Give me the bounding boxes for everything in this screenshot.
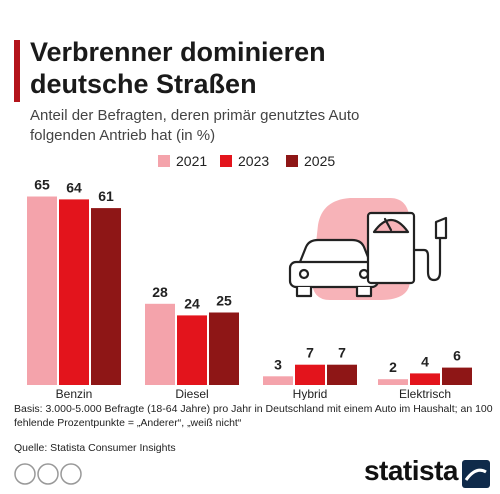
value-label: 4 — [421, 353, 429, 369]
value-label: 24 — [184, 295, 200, 311]
bar — [177, 315, 207, 385]
legend-label: 2023 — [238, 153, 269, 169]
bar — [91, 208, 121, 385]
illustration — [288, 198, 448, 300]
legend-label: 2021 — [176, 153, 207, 169]
bar — [27, 196, 57, 385]
legend-label: 2025 — [304, 153, 335, 169]
title-accent — [14, 40, 20, 102]
legend-swatch — [158, 155, 170, 167]
chart: 2021 2023 2025 65 28 3 2 64 24 7 4 61 25 7 6 Benzin Dies… — [27, 153, 472, 400]
x-tick-label: Diesel — [175, 387, 208, 400]
bar — [295, 364, 325, 385]
x-tick-label: Benzin — [56, 387, 93, 400]
chart-subtitle: Anteil der Befragten, deren primär genut… — [30, 107, 360, 144]
value-label: 28 — [152, 284, 168, 300]
legend-swatch — [286, 155, 298, 167]
bar — [327, 364, 357, 385]
value-label: 25 — [216, 293, 232, 309]
license-icons — [14, 463, 82, 485]
logo: statista — [363, 455, 459, 486]
value-label: 7 — [306, 345, 314, 361]
footnote: Basis: 3.000-5.000 Befragte (18-64 Jahre… — [14, 403, 493, 429]
bar — [145, 303, 175, 385]
bar — [378, 379, 408, 385]
bar — [59, 199, 89, 385]
value-label: 64 — [66, 179, 82, 195]
x-tick-label: Hybrid — [293, 387, 328, 400]
legend-swatch — [220, 155, 232, 167]
x-tick-label: Elektrisch — [399, 387, 451, 400]
chart-title: Verbrenner dominieren deutsche Straßen — [30, 37, 326, 99]
source: Quelle: Statista Consumer Insights — [14, 442, 176, 454]
value-label: 3 — [274, 356, 282, 372]
bar — [410, 373, 440, 385]
bar — [209, 312, 239, 385]
value-label: 61 — [98, 188, 114, 204]
value-label: 7 — [338, 345, 346, 361]
bar — [263, 376, 293, 385]
value-label: 65 — [34, 177, 50, 193]
value-label: 6 — [453, 348, 461, 364]
logo-mark — [462, 460, 490, 488]
value-label: 2 — [389, 359, 397, 375]
bar — [442, 367, 472, 385]
